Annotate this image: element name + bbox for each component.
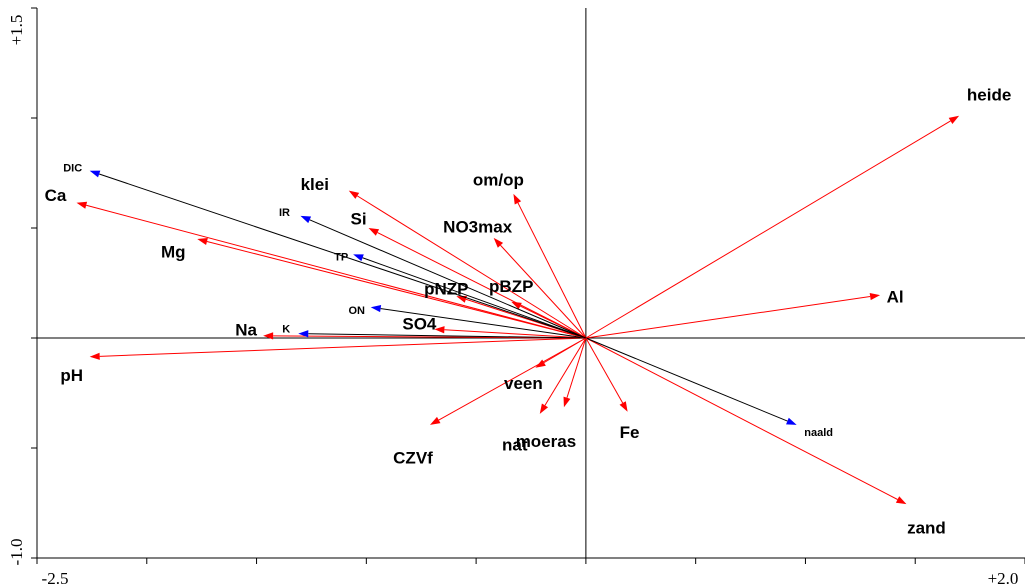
vector-label-veen: veen <box>504 374 543 393</box>
vector-label-tp: TP <box>334 251 348 263</box>
vector-arrowhead-naald <box>786 417 797 425</box>
vector-label-ca: Ca <box>45 186 67 205</box>
vector-line-zand <box>585 337 898 500</box>
y-min-tick-label: -1.0 <box>7 539 26 566</box>
vector-arrowhead-pbzp <box>511 301 522 310</box>
vector-line-al <box>585 296 871 339</box>
vector-label-klei: klei <box>301 175 329 194</box>
vector-line-mg <box>206 240 587 339</box>
vector-arrowhead-klei <box>348 190 360 199</box>
vector-arrowhead-on <box>370 305 382 313</box>
vector-arrowhead-fe <box>619 401 628 412</box>
vector-arrowhead-mg <box>197 237 208 245</box>
vector-label-ir: IR <box>279 207 290 219</box>
vector-label-nat: nat <box>502 435 528 454</box>
vector-line-no3max <box>500 244 587 339</box>
vector-arrowhead-k <box>298 330 309 338</box>
vector-arrowhead-dic <box>89 170 101 178</box>
vector-line-ph <box>99 337 586 357</box>
vector-label-al: Al <box>887 288 904 307</box>
vector-line-dic <box>99 173 587 339</box>
vector-label-si: Si <box>350 209 366 228</box>
vector-line-fe <box>585 337 624 404</box>
vector-label-dic: DIC <box>63 163 82 175</box>
vector-arrowhead-na <box>263 332 274 340</box>
vector-line-moeras <box>566 337 587 398</box>
vector-label-zand: zand <box>907 519 946 538</box>
vector-arrowhead-heide <box>948 115 960 125</box>
vector-label-moeras: moeras <box>516 432 576 451</box>
vector-label-heide: heide <box>967 85 1011 104</box>
vector-arrowhead-zand <box>895 496 907 505</box>
vector-arrowhead-so4 <box>434 326 445 334</box>
vector-line-klei <box>356 195 587 339</box>
vector-line-czvf <box>438 337 587 421</box>
vector-label-mg: Mg <box>161 242 186 261</box>
vector-line-nat <box>544 337 587 406</box>
vector-line-so4 <box>444 329 586 339</box>
vector-label-on: ON <box>348 305 365 317</box>
vector-arrowhead-ca <box>76 201 88 209</box>
vector-arrowhead-moeras <box>563 396 571 408</box>
x-max-tick-label: +2.0 <box>988 569 1019 588</box>
vector-line-ir <box>309 219 587 339</box>
vector-arrowhead-al <box>869 292 881 301</box>
vector-line-si <box>377 232 587 339</box>
vector-arrowhead-tp <box>353 254 364 262</box>
vector-arrowhead-czvf <box>430 416 441 425</box>
vector-label-na: Na <box>235 320 257 339</box>
vector-label-pbzp: pBZP <box>489 277 533 296</box>
y-max-tick-label: +1.5 <box>7 15 26 46</box>
vector-label-om-op: om/op <box>473 170 524 189</box>
vector-label-czvf: CZVf <box>393 448 433 467</box>
vector-label-fe: Fe <box>620 423 640 442</box>
vector-arrowhead-ir <box>300 215 312 224</box>
vector-line-tp <box>362 257 587 339</box>
vector-arrowhead-no3max <box>493 237 504 248</box>
vector-label-ph: pH <box>60 366 83 385</box>
vector-line-heide <box>585 120 951 339</box>
vector-label-so4: SO4 <box>402 315 437 334</box>
vector-line-k <box>308 333 586 339</box>
vector-line-om-op <box>517 202 587 339</box>
vector-label-no3max: NO3max <box>443 217 513 236</box>
x-min-tick-label: -2.5 <box>42 569 69 588</box>
vector-arrowhead-om-op <box>513 193 522 205</box>
vector-arrowhead-si <box>368 228 380 236</box>
vector-label-pnzp: pNZP <box>424 280 468 299</box>
vector-line-ca <box>86 204 587 339</box>
vector-label-naald: naald <box>804 427 833 439</box>
vector-arrowhead-nat <box>539 403 549 414</box>
vector-arrowhead-ph <box>89 352 100 360</box>
vector-line-naald <box>585 337 788 422</box>
vector-line-on <box>380 308 586 339</box>
vector-label-k: K <box>282 324 290 336</box>
